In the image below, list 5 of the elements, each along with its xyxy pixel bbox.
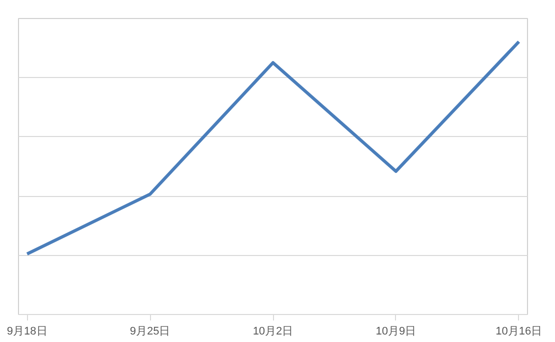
- x-tick-label: 9月25日: [130, 326, 170, 338]
- x-tick-label: 10月2日: [252, 326, 294, 338]
- x-tick-label: 10月16日: [496, 326, 542, 338]
- x-tick-label: 10月9日: [376, 326, 416, 338]
- x-tick-label: 9月18日: [6, 326, 48, 338]
